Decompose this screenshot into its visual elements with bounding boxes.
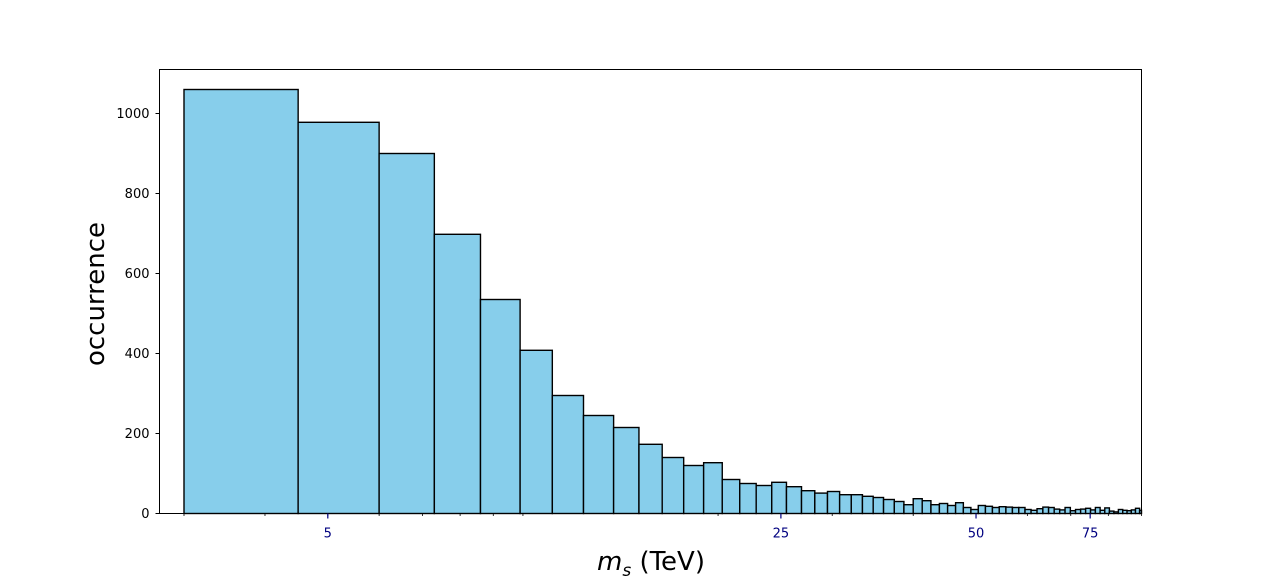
histogram-bar-26 <box>882 498 895 515</box>
plot-frame <box>159 69 1142 514</box>
histogram-bar-5 <box>479 298 521 515</box>
histogram-bar-21 <box>826 490 841 515</box>
histogram-bar-55 <box>1084 507 1092 515</box>
histogram-bar-50 <box>1058 509 1066 515</box>
histogram-bar-6 <box>519 349 554 515</box>
histogram-bar-41 <box>1005 506 1014 515</box>
x-axis-label: ms (TeV) <box>597 547 705 577</box>
x-axis-label-unit: (TeV) <box>631 547 705 577</box>
histogram-bar-39 <box>991 506 1000 515</box>
histogram-bar-15 <box>739 482 757 515</box>
histogram-bar-1 <box>183 88 299 515</box>
histogram-bar-46 <box>1036 508 1044 515</box>
x-axis: 5 25 50 75 <box>183 513 1142 542</box>
histogram-bar-48 <box>1047 506 1055 515</box>
histogram-bar-24 <box>861 495 874 515</box>
x-tick-label-75: 75 <box>1082 527 1099 542</box>
x-axis-label-symbol: m <box>597 547 622 577</box>
y-tick-label-0: 0 <box>141 507 149 522</box>
histogram-bar-2 <box>297 121 380 515</box>
x-axis-label-subscript: s <box>622 561 631 577</box>
histogram-bar-42 <box>1011 506 1020 515</box>
histogram-bar-19 <box>800 490 816 515</box>
histogram-bar-47 <box>1042 506 1050 515</box>
histogram-bar-17 <box>771 481 788 515</box>
histogram-bar-33 <box>946 504 957 515</box>
y-axis-label: occurrence <box>81 222 111 366</box>
histogram-bar-43 <box>1018 506 1026 515</box>
histogram-bar-56 <box>1089 509 1097 515</box>
y-tick-label-600: 600 <box>125 267 150 282</box>
x-tick-label-25: 25 <box>773 527 790 542</box>
histogram-bar-53 <box>1074 508 1082 515</box>
histogram-bar-14 <box>721 478 741 515</box>
y-tick-label-400: 400 <box>125 347 150 362</box>
histogram-bar-27 <box>893 500 905 515</box>
histogram-bars <box>183 88 1143 515</box>
histogram-bar-28 <box>903 504 914 515</box>
histogram-bar-29 <box>912 498 923 515</box>
histogram-bar-22 <box>838 494 852 515</box>
histogram-bar-30 <box>921 500 932 515</box>
histogram-bar-11 <box>661 456 685 515</box>
histogram-bar-9 <box>612 426 640 515</box>
histogram-bar-3 <box>378 152 436 515</box>
x-tick-label-5: 5 <box>324 527 332 542</box>
histogram-bar-25 <box>872 496 885 515</box>
histogram-bar-8 <box>582 414 615 515</box>
histogram-bar-18 <box>785 486 803 515</box>
histogram-bar-13 <box>702 462 723 515</box>
histogram-bar-49 <box>1053 508 1061 515</box>
histogram-bar-44 <box>1024 508 1032 515</box>
histogram-bar-51 <box>1064 506 1072 515</box>
histogram-bar-16 <box>755 484 773 515</box>
histogram-bar-7 <box>551 394 585 515</box>
histogram-bar-37 <box>977 504 987 515</box>
histogram-bar-54 <box>1079 508 1087 515</box>
histogram-bar-31 <box>930 504 941 515</box>
histogram-bar-35 <box>962 506 972 515</box>
histogram-bar-36 <box>970 508 979 515</box>
x-tick-label-50: 50 <box>968 527 985 542</box>
histogram-bar-4 <box>433 233 482 515</box>
y-tick-label-800: 800 <box>125 187 150 202</box>
histogram-bar-32 <box>938 502 949 515</box>
histogram-bar-12 <box>682 464 705 515</box>
histogram-bar-10 <box>638 443 663 515</box>
histogram-bar-57 <box>1094 506 1101 515</box>
y-tick-label-200: 200 <box>125 427 150 442</box>
y-tick-label-1000: 1000 <box>116 107 149 122</box>
histogram-bar-40 <box>998 506 1007 515</box>
histogram-bar-34 <box>954 502 965 515</box>
histogram-bar-20 <box>814 492 829 515</box>
y-axis: 0 200 400 600 800 1000 <box>116 107 160 522</box>
histogram-bar-38 <box>984 505 994 515</box>
histogram-bar-23 <box>850 494 864 515</box>
